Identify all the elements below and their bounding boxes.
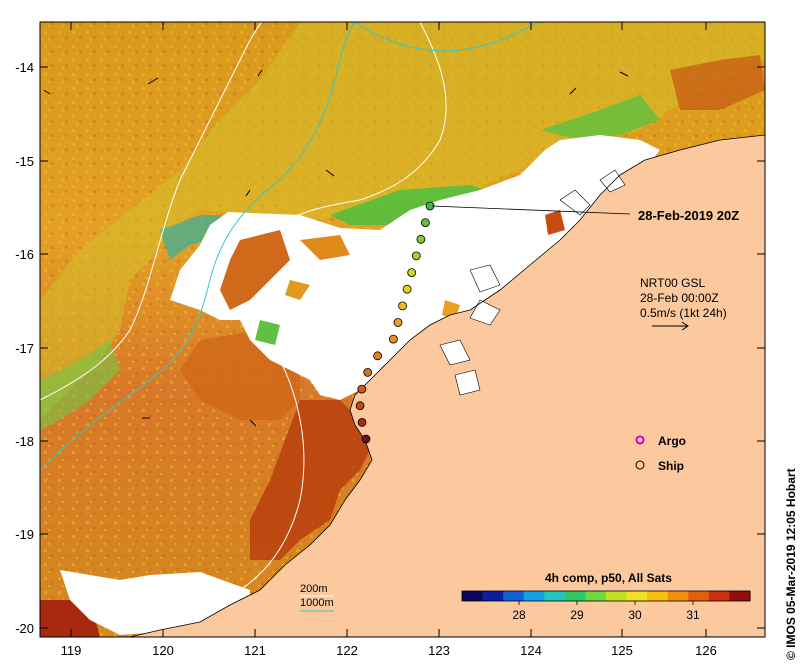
colorbar-segment — [729, 591, 751, 601]
lon-tick-label: 125 — [611, 643, 633, 658]
no-data-region — [170, 135, 660, 400]
ship-track-point — [416, 234, 426, 244]
colorbar-segment — [708, 591, 730, 601]
colorbar-segment — [688, 591, 710, 601]
colorbar-tick-label: 29 — [570, 608, 584, 622]
colorbar-segment — [503, 591, 525, 601]
longitude-axis: 119 120 121 122 123 124 125 126 — [61, 22, 717, 658]
argo-legend-label: Argo — [658, 434, 686, 448]
colorbar-segment — [482, 591, 504, 601]
lon-tick-label: 126 — [695, 643, 717, 658]
colorbar-segment — [544, 591, 566, 601]
lon-tick-label: 120 — [152, 643, 174, 658]
ship-track-point — [411, 251, 421, 261]
lat-tick-label: -18 — [15, 434, 34, 449]
plot-frame — [39, 21, 766, 638]
land-mass — [130, 135, 765, 637]
colorbar-tick-label: 28 — [512, 608, 526, 622]
ship-track-point — [388, 334, 398, 344]
current-info-line3: 0.5m/s (1kt 24h) — [640, 306, 727, 320]
credit-box: © IMOS 05-Mar-2019 12:05 Hobart — [781, 402, 801, 662]
current-arrows — [43, 69, 629, 427]
colorbar-tick-label: 30 — [628, 608, 642, 622]
lat-tick-label: -16 — [15, 247, 34, 262]
coastline-islands — [439, 169, 626, 396]
colorbar-tick-label: 31 — [686, 608, 700, 622]
ship-track-point — [357, 417, 367, 427]
ship-legend-icon — [635, 460, 645, 470]
lon-tick-label: 119 — [61, 643, 82, 658]
lon-tick-label: 121 — [244, 643, 266, 658]
coastline — [129, 134, 766, 638]
colorbar-title: 4h comp, p50, All Sats — [545, 571, 672, 585]
colorbar-segment — [667, 591, 689, 601]
contour-200m-north — [39, 21, 263, 401]
lon-tick-label: 122 — [336, 643, 358, 658]
ship-track-point — [373, 351, 383, 361]
ship-legend-label: Ship — [658, 459, 684, 473]
ship-end-label: 28-Feb-2019 20Z — [638, 208, 739, 223]
colorbar-segment — [523, 591, 545, 601]
ship-end-pointer — [431, 205, 631, 215]
ship-track-point — [357, 384, 367, 394]
lat-tick-label: -20 — [15, 621, 34, 636]
lat-tick-label: -17 — [15, 341, 34, 356]
contour-1000m-label: 1000m — [300, 597, 334, 609]
argo-legend-icon — [635, 435, 645, 445]
ship-track-point — [398, 301, 408, 311]
contour-200m-south — [239, 359, 305, 591]
latitude-axis: -14 -15 -16 -17 -18 -19 -20 — [15, 60, 765, 636]
lat-tick-label: -19 — [15, 527, 34, 542]
colorbar-frame — [461, 590, 751, 602]
credit-text: © IMOS 05-Mar-2019 12:05 Hobart — [784, 468, 798, 660]
colorbar-segment — [585, 591, 607, 601]
colorbar-ticks: 28 29 30 31 — [512, 601, 700, 622]
current-info-line1: NRT00 GSL — [640, 276, 705, 290]
colorbar-segment — [606, 591, 628, 601]
lat-tick-label: -14 — [15, 60, 34, 75]
contour-200m-east — [269, 21, 447, 231]
ship-track — [355, 201, 435, 444]
ship-track-point — [420, 218, 430, 228]
ship-track-point — [407, 268, 417, 278]
ship-track-point — [402, 284, 412, 294]
lat-tick-label: -15 — [15, 154, 34, 169]
lon-tick-label: 123 — [428, 643, 450, 658]
ship-track-point — [393, 318, 403, 327]
current-info-line2: 28-Feb 00:00Z — [640, 291, 719, 305]
ship-track-point — [363, 367, 373, 377]
ship-track-point — [361, 434, 371, 444]
colorbar-segment — [626, 591, 648, 601]
contour-200m-label: 200m — [300, 583, 328, 595]
lon-tick-label: 124 — [520, 643, 542, 658]
colorbar-segment — [647, 591, 669, 601]
contour-1000m — [39, 21, 356, 471]
ship-track-point — [355, 401, 365, 411]
colorbar — [462, 591, 751, 601]
colorbar-segment — [462, 591, 484, 601]
current-scale-arrow-head — [681, 321, 689, 331]
colorbar-segment — [564, 591, 586, 601]
